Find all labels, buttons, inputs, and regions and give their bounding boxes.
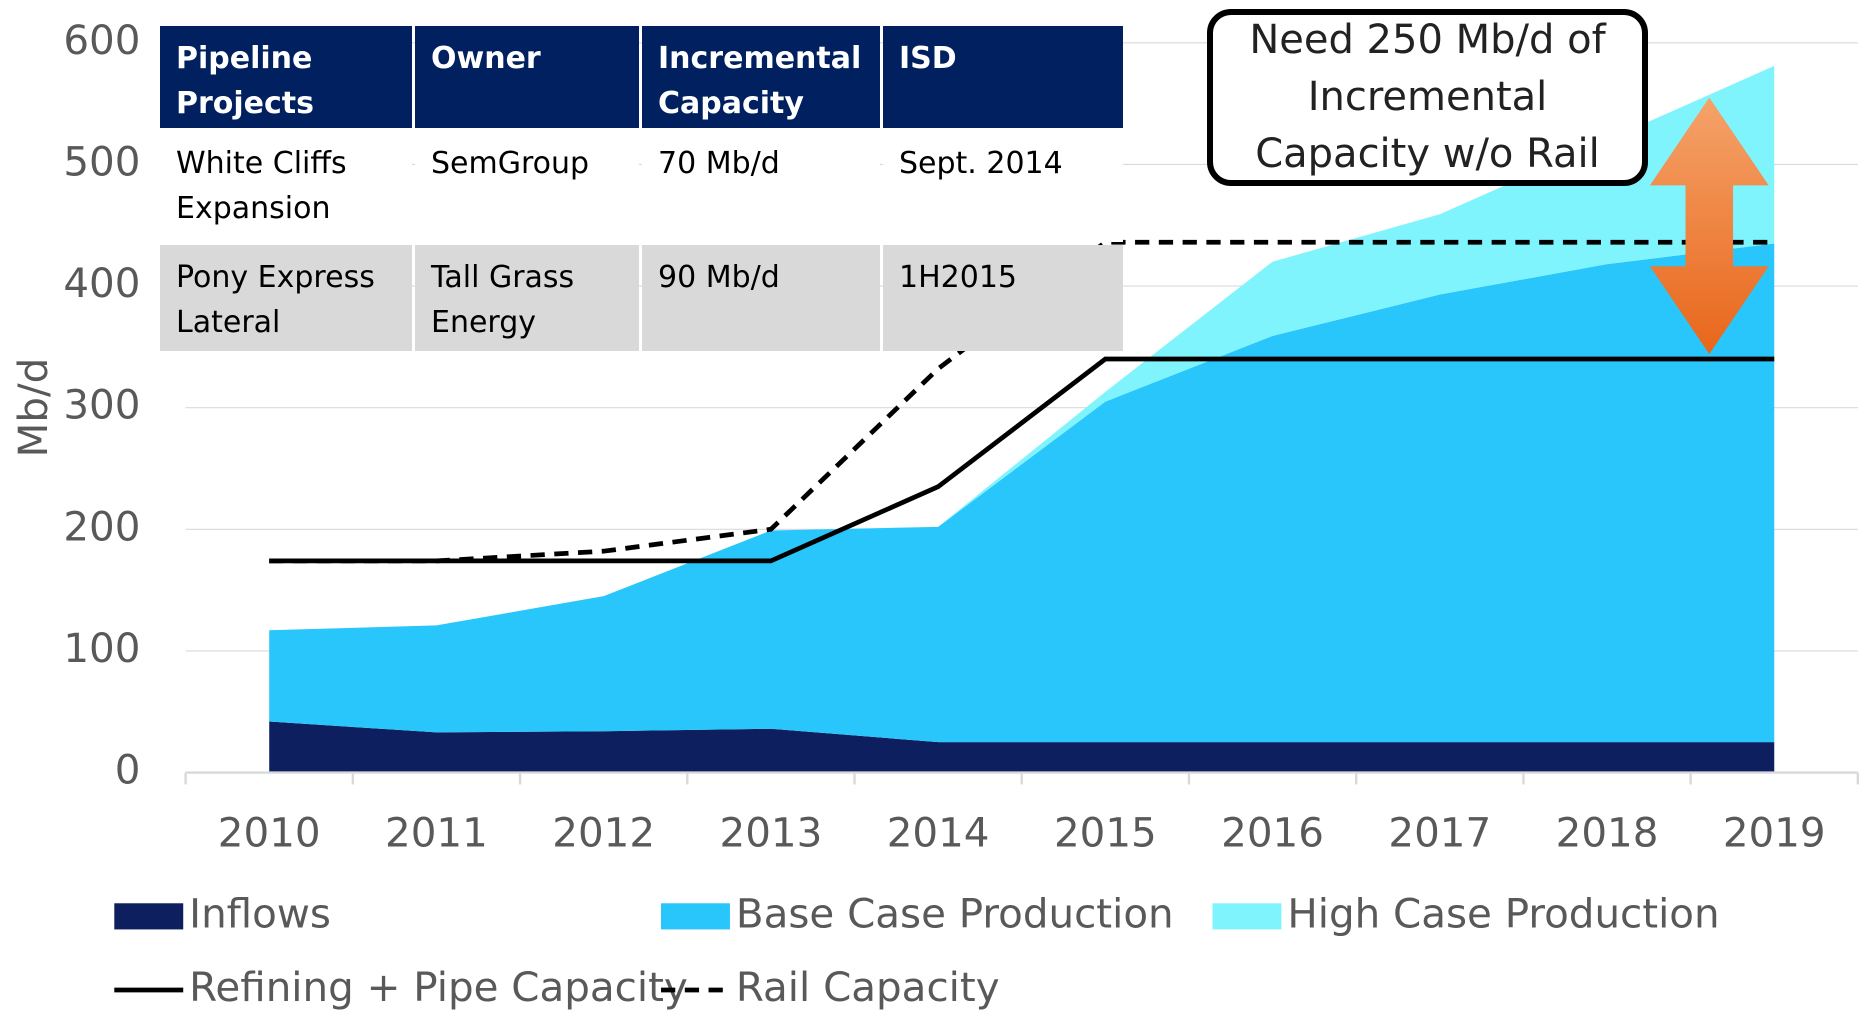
header-cell: Incremental Capacity — [642, 26, 880, 128]
cell: Pony Express Lateral — [160, 245, 412, 351]
x-tick-label: 2017 — [1388, 809, 1491, 857]
cell: 1H2015 — [883, 245, 1123, 351]
header-cell: Owner — [415, 26, 639, 128]
x-tick-label: 2012 — [552, 809, 655, 857]
header-cell: ISD — [883, 26, 1123, 128]
legend-swatch — [661, 903, 730, 930]
cell: Tall Grass Energy — [415, 245, 639, 351]
y-axis-label: Mb/d — [9, 358, 57, 458]
x-tick-label: 2016 — [1221, 809, 1324, 857]
x-tick-label: 2015 — [1054, 809, 1157, 857]
y-tick-label: 200 — [63, 502, 140, 550]
y-tick-label: 0 — [115, 746, 141, 794]
y-tick-label: 100 — [63, 624, 140, 672]
cell: Sept. 2014 — [883, 131, 1123, 242]
y-tick-label: 600 — [63, 16, 140, 64]
x-tick-label: 2019 — [1723, 809, 1826, 857]
legend-swatch — [114, 903, 184, 930]
cell: 90 Mb/d — [642, 245, 880, 351]
x-tick-label: 2014 — [887, 809, 990, 857]
x-tick-label: 2018 — [1556, 809, 1659, 857]
line — [269, 356, 1775, 564]
x-tick-label: 2013 — [719, 809, 822, 857]
table-header: Pipeline Projects Owner Incremental Capa… — [160, 26, 1123, 128]
legend-label: Inflows — [189, 889, 331, 937]
y-tick-label: 400 — [63, 259, 140, 307]
table-row: White Cliffs Expansion SemGroup 70 Mb/d … — [160, 131, 1123, 242]
legend-label: Base Case Production — [736, 889, 1174, 937]
y-tick-label: 500 — [63, 137, 140, 185]
cell: 70 Mb/d — [642, 131, 880, 242]
y-tick-label: 300 — [63, 381, 140, 429]
callout-text: Need 250 Mb/d of Incremental Capacity w/… — [1249, 17, 1606, 177]
legend-swatch — [1212, 903, 1282, 930]
table-row: Pony Express Lateral Tall Grass Energy 9… — [160, 245, 1123, 351]
legend-label: Rail Capacity — [736, 963, 1000, 1011]
area — [269, 721, 1775, 773]
callout-box: Need 250 Mb/d of Incremental Capacity w/… — [1207, 9, 1648, 186]
x-tick-label: 2011 — [385, 809, 488, 857]
area — [269, 243, 1775, 743]
x-tick-label: 2010 — [218, 809, 321, 857]
legend-label: Refining + Pipe Capacity — [189, 963, 688, 1011]
legend-label: High Case Production — [1287, 889, 1719, 937]
pipeline-table: Pipeline Projects Owner Incremental Capa… — [157, 23, 1126, 354]
cell: SemGroup — [415, 131, 639, 242]
header-cell: Pipeline Projects — [160, 26, 412, 128]
cell: White Cliffs Expansion — [160, 131, 412, 242]
